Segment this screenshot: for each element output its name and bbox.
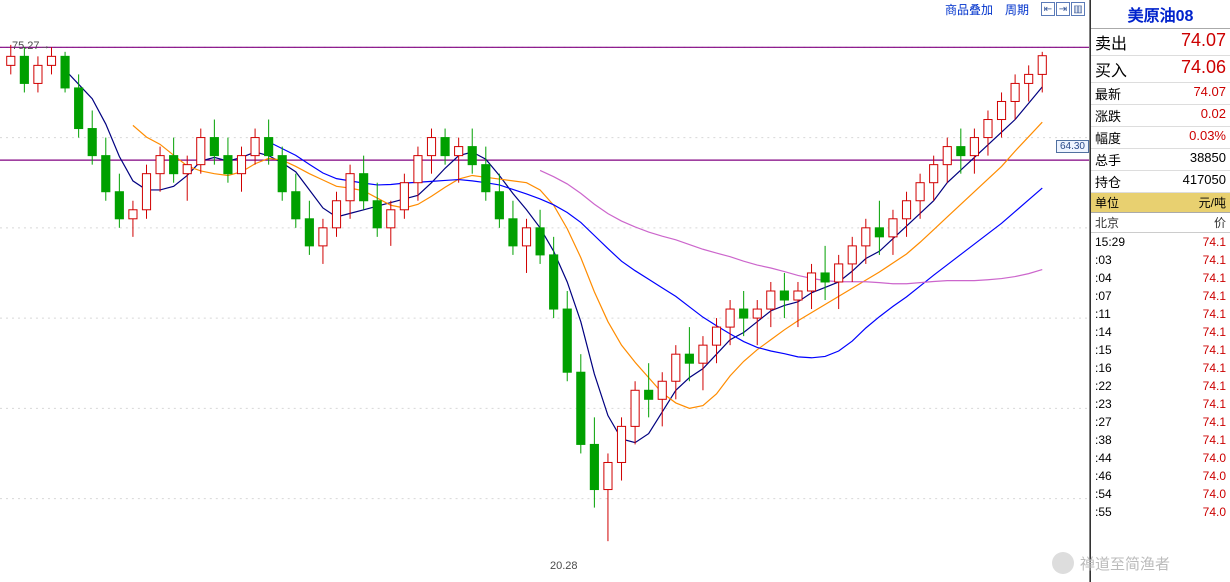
- price-annotation: 75.27→: [12, 40, 51, 52]
- tick-price: 74.1: [1203, 395, 1226, 413]
- quote-row: 持仓 417050: [1091, 171, 1230, 193]
- tick-price: 74.0: [1203, 449, 1226, 467]
- tick-row: :14 74.1: [1091, 323, 1230, 341]
- chart-topbar: 商品叠加 周期 ⇤ ⇥ ▥: [945, 0, 1089, 18]
- tick-row: :46 74.0: [1091, 467, 1230, 485]
- price-tag: 64.30: [1056, 140, 1089, 153]
- watermark: 禅道至简渔者: [1052, 552, 1170, 574]
- tick-time: :16: [1095, 359, 1112, 377]
- unit-label: 单位: [1095, 194, 1119, 211]
- tick-row: :16 74.1: [1091, 359, 1230, 377]
- tick-row: :11 74.1: [1091, 305, 1230, 323]
- quote-sell: 卖出 74.07: [1091, 29, 1230, 56]
- tick-row: :04 74.1: [1091, 269, 1230, 287]
- overlay-link[interactable]: 商品叠加: [945, 1, 993, 18]
- quote-label: 持仓: [1095, 172, 1121, 191]
- tick-price: 74.1: [1203, 413, 1226, 431]
- chart-area[interactable]: 商品叠加 周期 ⇤ ⇥ ▥ 64.30 75.27→ 20.28: [0, 0, 1090, 582]
- tick-price: 74.1: [1203, 341, 1226, 359]
- quote-label: 最新: [1095, 84, 1121, 103]
- tick-time: :04: [1095, 269, 1112, 287]
- side-panel: 美原油08 卖出 74.07 买入 74.06 最新 74.07 涨跌 0.02 幅度 0…: [1090, 0, 1230, 582]
- tick-time-header: 北京: [1095, 214, 1119, 231]
- tick-row: 15:29 74.1: [1091, 233, 1230, 251]
- tick-price: 74.1: [1203, 431, 1226, 449]
- quote-label: 幅度: [1095, 128, 1121, 147]
- quote-value: 417050: [1183, 172, 1226, 191]
- tick-time: :55: [1095, 503, 1112, 521]
- tick-time: :03: [1095, 251, 1112, 269]
- tick-time: :44: [1095, 449, 1112, 467]
- tick-row: :23 74.1: [1091, 395, 1230, 413]
- tick-row: :38 74.1: [1091, 431, 1230, 449]
- watermark-icon: [1052, 552, 1074, 574]
- quote-buy: 买入 74.06: [1091, 56, 1230, 83]
- instrument-title: 美原油08: [1091, 0, 1230, 29]
- sell-value: 74.07: [1181, 30, 1226, 54]
- tick-row: :44 74.0: [1091, 449, 1230, 467]
- tick-time: :14: [1095, 323, 1112, 341]
- tick-price: 74.1: [1203, 359, 1226, 377]
- buy-value: 74.06: [1181, 57, 1226, 81]
- period-link[interactable]: 周期: [1005, 1, 1029, 18]
- tick-time: :27: [1095, 413, 1112, 431]
- tick-price: 74.1: [1203, 323, 1226, 341]
- price-annotation: 20.28: [550, 560, 578, 572]
- quote-value: 38850: [1190, 150, 1226, 169]
- tick-price: 74.1: [1203, 251, 1226, 269]
- tick-row: :15 74.1: [1091, 341, 1230, 359]
- tick-price: 74.1: [1203, 305, 1226, 323]
- sell-label: 卖出: [1095, 30, 1127, 54]
- tick-time: :07: [1095, 287, 1112, 305]
- tick-time: :22: [1095, 377, 1112, 395]
- tick-row: :55 74.0: [1091, 503, 1230, 521]
- tick-price: 74.0: [1203, 503, 1226, 521]
- watermark-text: 禅道至简渔者: [1080, 553, 1170, 574]
- tick-price: 74.1: [1203, 269, 1226, 287]
- tick-row: :22 74.1: [1091, 377, 1230, 395]
- tick-time: :38: [1095, 431, 1112, 449]
- tick-row: :54 74.0: [1091, 485, 1230, 503]
- tick-price: 74.0: [1203, 485, 1226, 503]
- quote-value: 0.02: [1201, 106, 1226, 125]
- tick-list: 15:2974.1:0374.1:0474.1:0774.1:1174.1:14…: [1091, 233, 1230, 521]
- nav-next-icon[interactable]: ⇥: [1056, 2, 1070, 16]
- quote-row: 涨跌 0.02: [1091, 105, 1230, 127]
- candlestick-chart: [0, 0, 1089, 582]
- tick-price-header: 价: [1214, 214, 1226, 231]
- tick-time: :23: [1095, 395, 1112, 413]
- unit-value: 元/吨: [1199, 194, 1226, 211]
- tick-time: 15:29: [1095, 233, 1125, 251]
- tick-time: :15: [1095, 341, 1112, 359]
- quote-label: 涨跌: [1095, 106, 1121, 125]
- quote-row: 幅度 0.03%: [1091, 127, 1230, 149]
- buy-label: 买入: [1095, 57, 1127, 81]
- unit-row: 单位 元/吨: [1091, 193, 1230, 213]
- tick-header: 北京 价: [1091, 213, 1230, 233]
- quote-value: 74.07: [1193, 84, 1226, 103]
- layout-icon[interactable]: ▥: [1071, 2, 1085, 16]
- tick-time: :54: [1095, 485, 1112, 503]
- nav-prev-icon[interactable]: ⇤: [1041, 2, 1055, 16]
- tick-time: :46: [1095, 467, 1112, 485]
- quote-row: 最新 74.07: [1091, 83, 1230, 105]
- tick-price: 74.1: [1203, 233, 1226, 251]
- tick-price: 74.1: [1203, 377, 1226, 395]
- quote-row: 总手 38850: [1091, 149, 1230, 171]
- tick-price: 74.1: [1203, 287, 1226, 305]
- tick-time: :11: [1095, 305, 1111, 323]
- tick-row: :07 74.1: [1091, 287, 1230, 305]
- tick-row: :03 74.1: [1091, 251, 1230, 269]
- quote-value: 0.03%: [1189, 128, 1226, 147]
- tick-row: :27 74.1: [1091, 413, 1230, 431]
- quote-label: 总手: [1095, 150, 1121, 169]
- tick-price: 74.0: [1203, 467, 1226, 485]
